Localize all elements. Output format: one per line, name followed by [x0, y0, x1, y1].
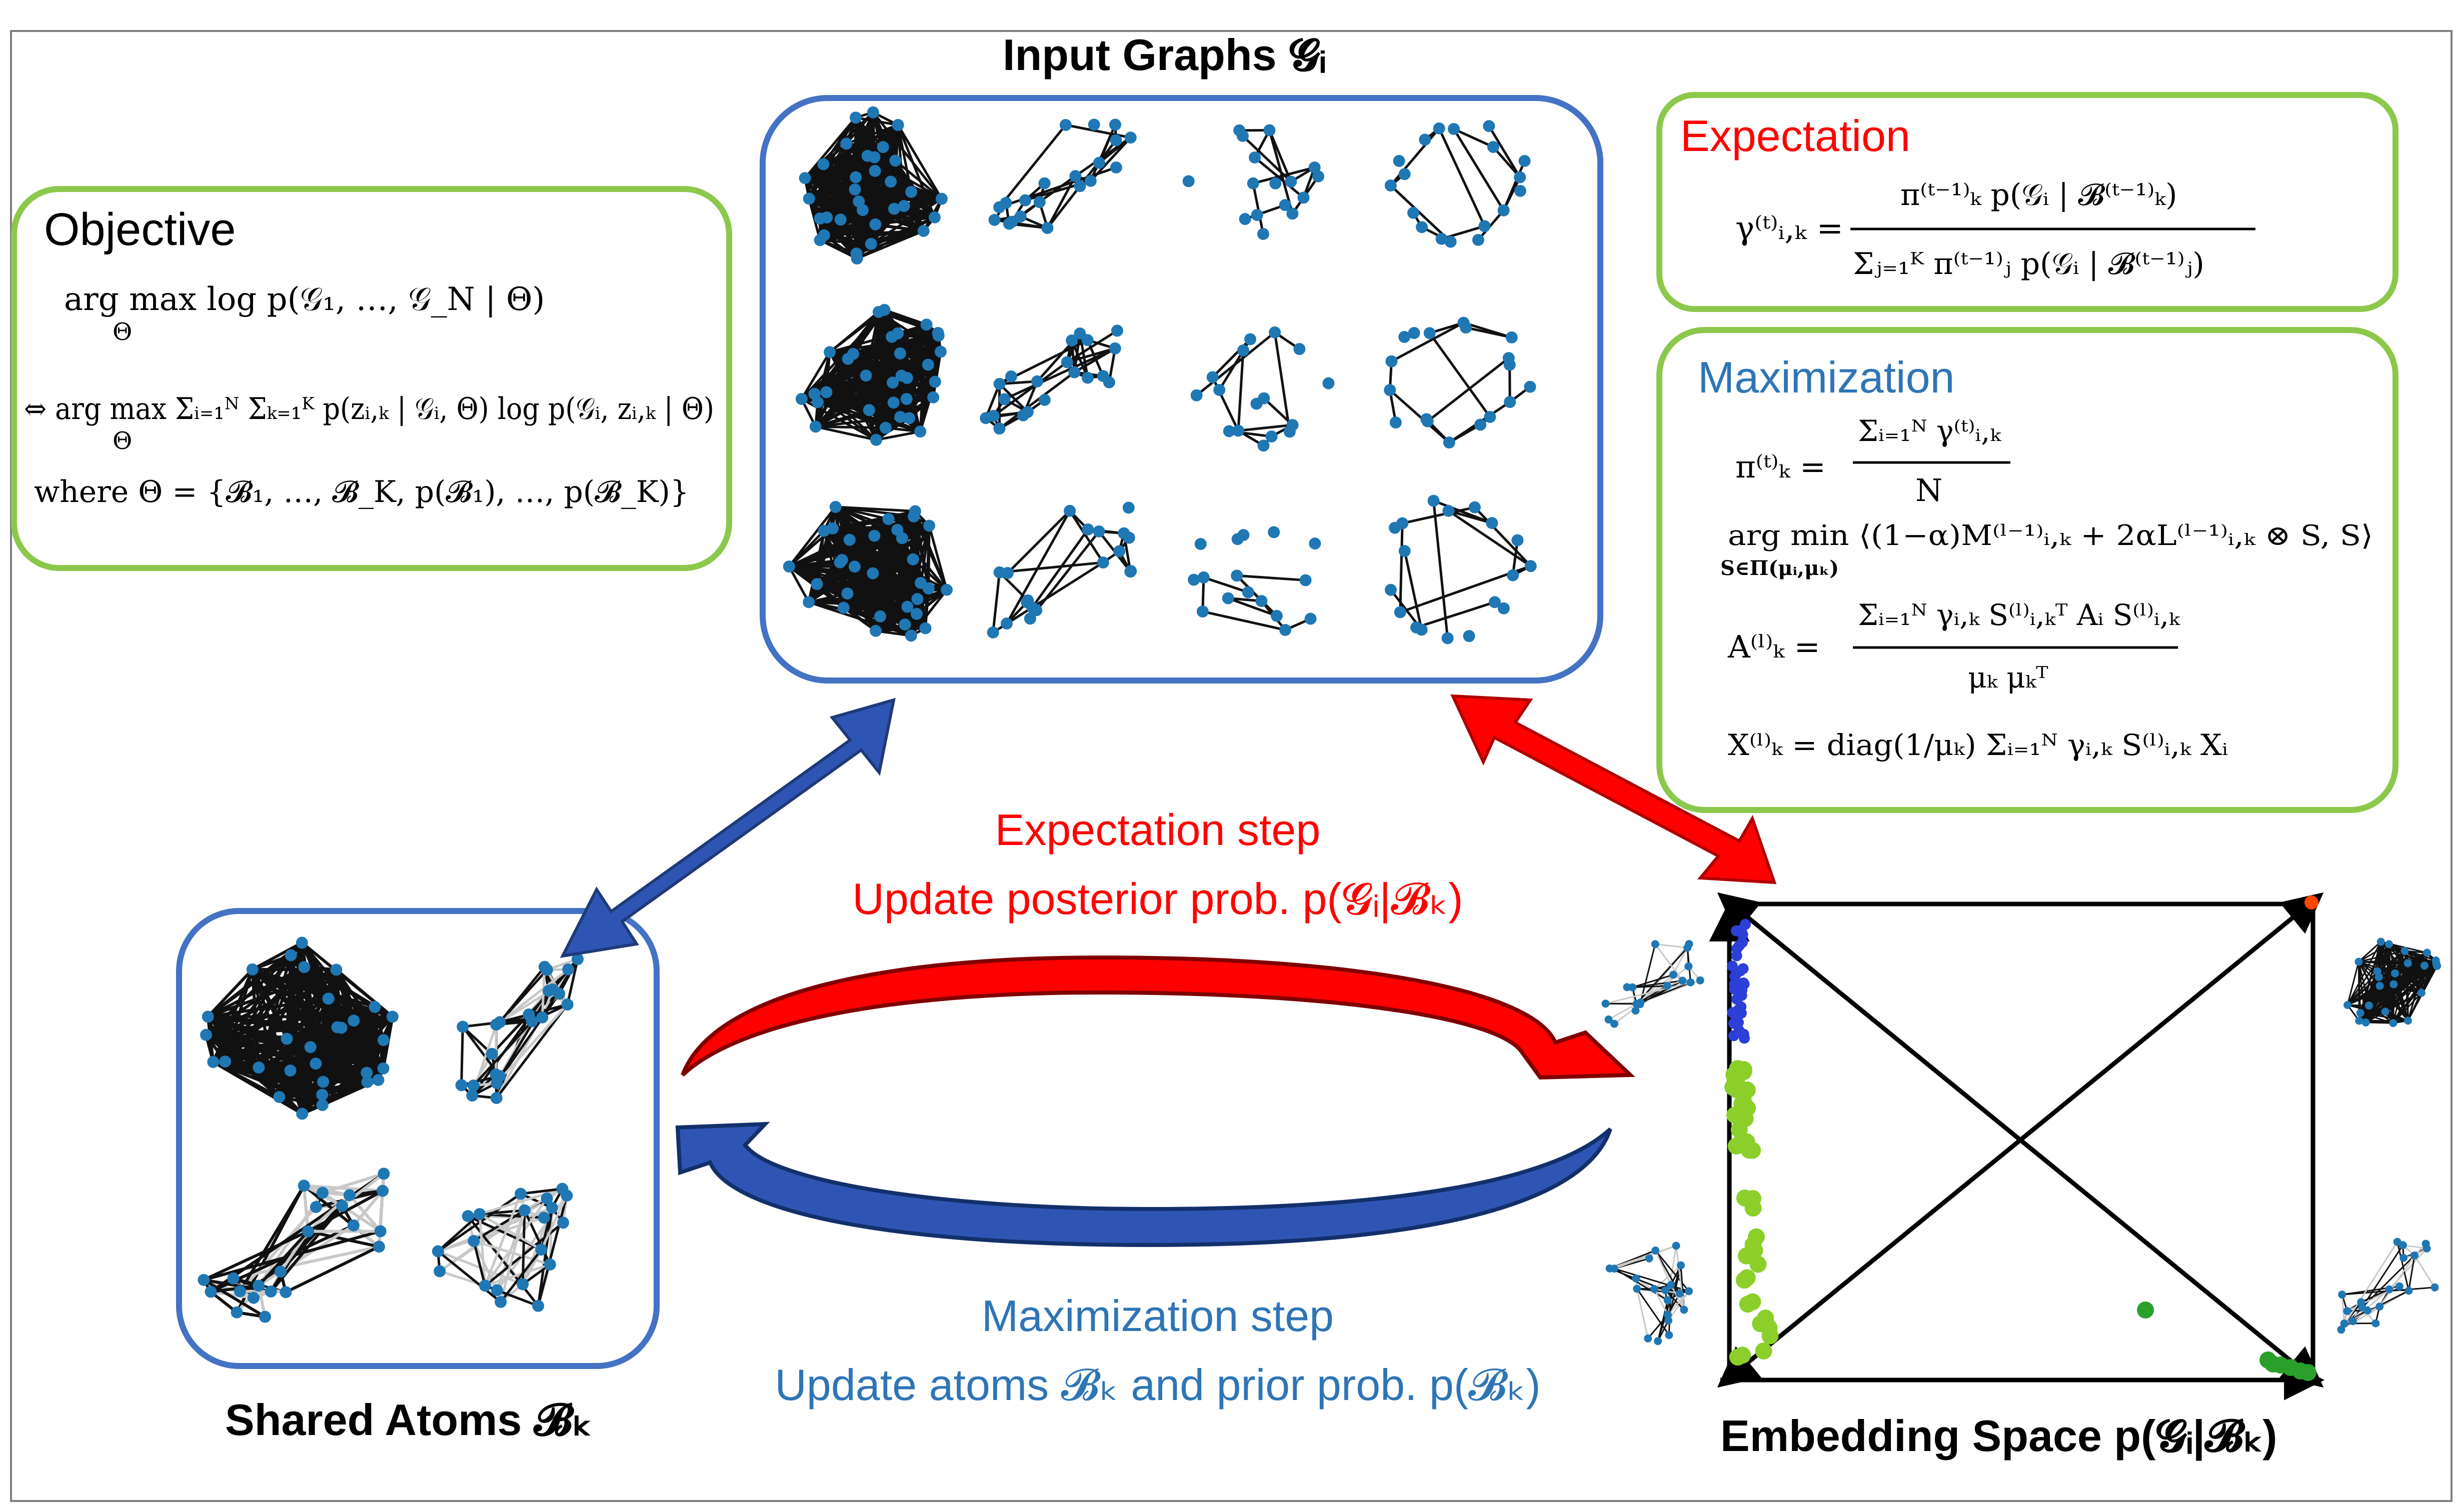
input-graph-2-0: [783, 500, 953, 642]
maximization-heading: Maximization: [1698, 352, 1954, 402]
corner-graph-bottom-left: [1605, 1242, 1693, 1346]
input-graphs-box: [760, 95, 1603, 684]
max-eq3-den: μₖ μₖᵀ: [1968, 660, 2048, 694]
objective-line2-sub: Θ: [113, 427, 132, 455]
embedding-point-blue: [1737, 928, 1748, 940]
input-graph-0-3: [1384, 120, 1531, 248]
embedding-points: [1724, 896, 2318, 1381]
objective-box: Objective arg max log p(𝒢₁, …, 𝒢_N | Θ) …: [11, 186, 732, 571]
embedding-point-green: [1736, 1190, 1753, 1207]
max-eq1-lhs: π⁽ᵗ⁾ₖ =: [1735, 448, 1826, 485]
embedding-point-green: [1761, 1327, 1779, 1344]
atom-graph-0: [200, 936, 399, 1120]
embedding-point-blue: [1736, 990, 1747, 1001]
maximization-box: Maximization π⁽ᵗ⁾ₖ = Σᵢ₌₁ᴺ γ⁽ᵗ⁾ᵢ,ₖ N arg…: [1656, 327, 2398, 813]
input-graph-1-0: [795, 304, 947, 446]
embedding-point-green: [1738, 1100, 1756, 1117]
embedding-point-green: [1737, 1247, 1755, 1264]
atom-graph-3: [432, 1182, 573, 1312]
objective-line1: arg max log p(𝒢₁, …, 𝒢_N | Θ): [64, 281, 545, 318]
embedding-point-green: [1749, 1256, 1767, 1273]
embedding-point-green: [1755, 1342, 1772, 1360]
embedding-point-green: [1757, 1310, 1774, 1327]
corner-graph-top-left: [1601, 940, 1704, 1028]
expectation-box: Expectation γ⁽ᵗ⁾ᵢ,ₖ = π⁽ᵗ⁻¹⁾ₖ p(𝒢ᵢ | 𝓑⁽ᵗ…: [1656, 92, 2398, 312]
max-eq1-den: N: [1915, 472, 1942, 508]
objective-line2: ⇔ arg max Σᵢ₌₁ᴺ Σₖ₌₁ᴷ p(zᵢ,ₖ | 𝒢ᵢ, Θ) lo…: [24, 392, 714, 426]
max-eq2-sub: S∈Π(μᵢ,μₖ): [1720, 556, 1839, 580]
red-cycle-arrow: [681, 955, 1635, 1080]
embedding-point-blue: [1738, 1032, 1750, 1044]
objective-line1-sub: Θ: [113, 318, 132, 346]
embedding-point-green: [1735, 1272, 1753, 1289]
expectation-denominator: Σⱼ₌₁ᴷ π⁽ᵗ⁻¹⁾ⱼ p(𝒢ᵢ | 𝓑⁽ᵗ⁻¹⁾ⱼ): [1853, 246, 2204, 282]
blue-double-arrow: [560, 698, 896, 958]
title-input-graphs: Input Graphs 𝓖ᵢ: [1003, 30, 1326, 80]
shared-atoms-graphs: [198, 936, 584, 1323]
input-graph-1-3: [1384, 316, 1536, 448]
embedding-space-plot: [1601, 892, 2441, 1400]
input-graph-2-3: [1385, 494, 1537, 644]
embedding-diagonal-2: [1717, 892, 2324, 1388]
title-shared-atoms: Shared Atoms 𝓑ₖ: [225, 1395, 592, 1444]
max-eq3-num: Σᵢ₌₁ᴺ γᵢ,ₖ S⁽ˡ⁾ᵢ,ₖᵀ Aᵢ S⁽ˡ⁾ᵢ,ₖ: [1858, 598, 2180, 632]
max-eq3-lhs: A⁽ˡ⁾ₖ =: [1727, 628, 1820, 665]
embedding-point-green: [1735, 1063, 1752, 1080]
objective-heading: Objective: [44, 204, 236, 255]
embedding-point-orange: [2304, 896, 2318, 910]
expectation-numerator: π⁽ᵗ⁻¹⁾ₖ p(𝒢ᵢ | 𝓑⁽ᵗ⁻¹⁾ₖ): [1900, 178, 2177, 212]
embedding-point-darkgreen: [2264, 1356, 2281, 1372]
embedding-point-blue: [1730, 968, 1742, 980]
embedding-point-green: [1734, 1346, 1751, 1364]
input-graph-2-1: [987, 502, 1137, 638]
expectation-lhs: γ⁽ᵗ⁾ᵢ,ₖ =: [1735, 210, 1843, 247]
title-embedding-space: Embedding Space p(𝓖ᵢ|𝓑ₖ): [1720, 1411, 2277, 1461]
input-graphs-grid: [783, 106, 1537, 644]
input-graph-1-2: [1190, 326, 1335, 452]
input-graph-0-2: [1182, 124, 1324, 240]
expectation-heading: Expectation: [1680, 111, 1910, 160]
maximization-step-desc: Update atoms 𝓑ₖ and prior prob. p(𝓑ₖ): [775, 1360, 1540, 1410]
input-graph-0-1: [988, 118, 1137, 234]
embedding-point-blue: [1733, 940, 1745, 952]
red-double-arrow: [1450, 694, 1777, 884]
max-eq1-num: Σᵢ₌₁ᴺ γ⁽ᵗ⁾ᵢ,ₖ: [1858, 414, 2001, 448]
atom-graph-1: [455, 953, 584, 1104]
expectation-step-desc: Update posterior prob. p(𝓖ᵢ|𝓑ₖ): [852, 874, 1463, 924]
max-eq2: arg min ⟨(1−α)M⁽ˡ⁻¹⁾ᵢ,ₖ + 2αL⁽ˡ⁻¹⁾ᵢ,ₖ ⊗ …: [1728, 520, 2373, 552]
input-graph-1-1: [980, 324, 1123, 435]
blue-cycle-arrow: [675, 1122, 1612, 1248]
embedding-point-blue: [1729, 978, 1740, 990]
atom-graph-2: [198, 1168, 390, 1323]
outer-frame: [10, 30, 2452, 1502]
expectation-step-title: Expectation step: [995, 805, 1321, 854]
input-graph-0-0: [799, 106, 948, 265]
embedding-point-blue: [1739, 918, 1751, 930]
max-eq4: X⁽ˡ⁾ₖ = diag(1/μₖ) Σᵢ₌₁ᴺ γᵢ,ₖ S⁽ˡ⁾ᵢ,ₖ Xᵢ: [1728, 728, 2228, 762]
embedding-corner-graphs: [1601, 938, 2441, 1346]
embedding-point-blue: [1735, 1001, 1747, 1012]
corner-graph-top-right: [2343, 938, 2441, 1028]
corner-graph-bottom-right: [2337, 1238, 2439, 1334]
maximization-step-title: Maximization step: [982, 1291, 1334, 1340]
objective-line3: where Θ = {𝓑₁, …, 𝓑_K, p(𝓑₁), …, p(𝓑_K)}: [34, 474, 689, 510]
embedding-point-green: [1744, 1293, 1761, 1310]
input-graph-2-2: [1188, 526, 1321, 636]
embedding-point-green: [1727, 1138, 1745, 1155]
embedding-point-darkgreen: [2299, 1364, 2316, 1381]
embedding-point-green: [1724, 1078, 1742, 1096]
embedding-point-darkgreen: [2137, 1302, 2154, 1318]
